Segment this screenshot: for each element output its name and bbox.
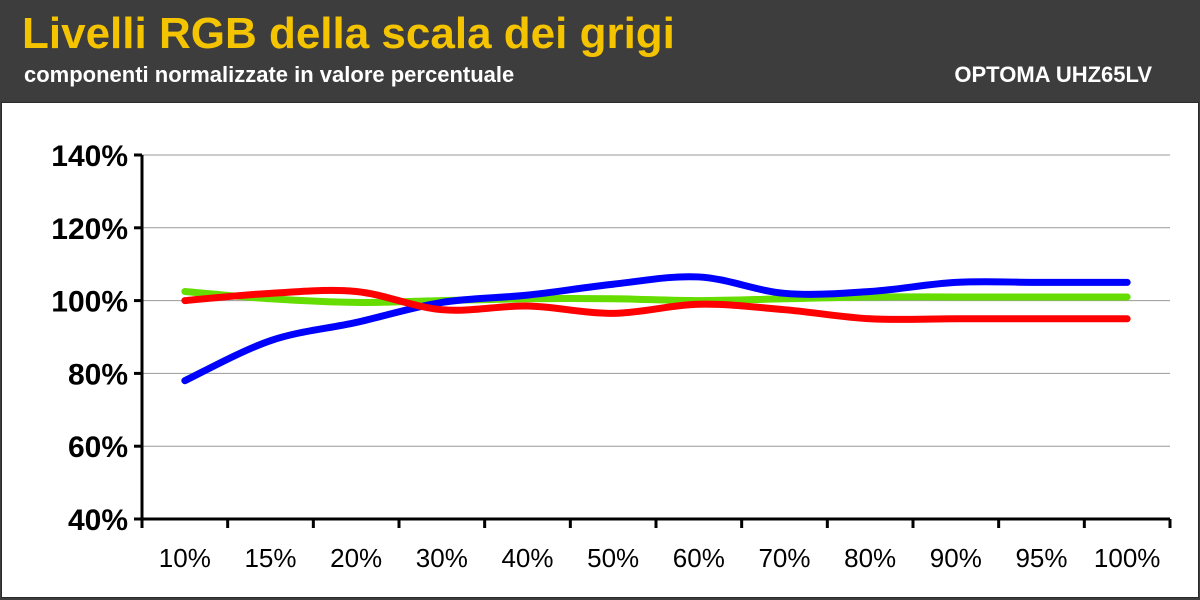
red-series-line [181,286,1131,323]
x-tick-label: 40% [501,543,553,573]
x-tick-label: 100% [1094,543,1161,573]
x-tick-label: 80% [844,543,896,573]
chart-subtitle: componenti normalizzate in valore percen… [24,62,515,87]
x-tick-label: 70% [758,543,810,573]
plot-panel: 40% 60% 80% 100% 120% 140% 10% 15% 20% 30% 40% 50% 6… [1,102,1199,598]
blue-series-line [181,273,1131,385]
green-series-line [181,288,1131,306]
y-tick-label: 140% [51,140,128,173]
x-tick-label: 15% [244,543,296,573]
y-tick-label: 80% [68,358,128,391]
x-tick-label: 20% [330,543,382,573]
y-tick-label: 40% [68,504,128,537]
y-tick-label: 100% [51,286,128,319]
projector-model: OPTOMA UHZ65LV [954,62,1152,87]
y-tick-label: 60% [68,431,128,464]
x-tick-label: 10% [159,543,211,573]
chart-title: Livelli RGB della scala dei grigi [22,9,675,58]
line-chart: 40% 60% 80% 100% 120% 140% 10% 15% 20% 30% 40% 50% 6… [51,140,1172,573]
y-tick-label: 120% [51,213,128,246]
x-tick-label: 90% [930,543,982,573]
x-tick-label: 50% [587,543,639,573]
x-tick-label: 30% [416,543,468,573]
x-tick-label: 95% [1015,543,1067,573]
x-tick-label: 60% [673,543,725,573]
